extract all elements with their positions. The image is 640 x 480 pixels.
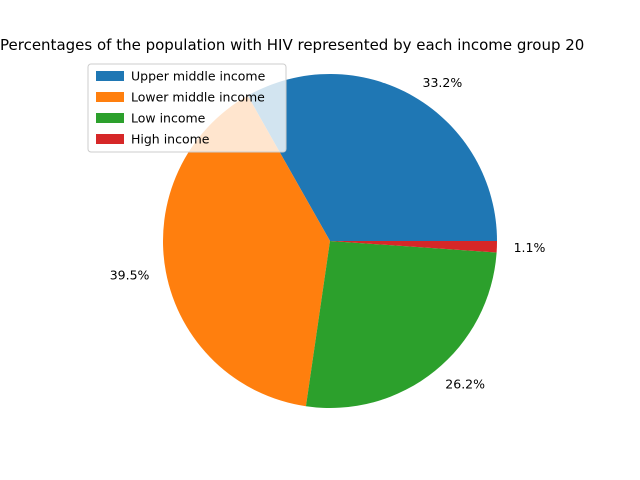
legend-label-high-income: High income xyxy=(131,132,210,147)
legend-entries: Upper middle income Lower middle income Lo… xyxy=(96,69,266,147)
pie-slice-low-income xyxy=(305,241,497,409)
legend-swatch-low-income xyxy=(96,113,124,123)
pie-label-high-income: 1.1% xyxy=(514,240,546,255)
legend-frame xyxy=(87,63,287,153)
legend-swatch-upper-middle-income xyxy=(96,71,124,81)
pie-slice-lower-middle-income xyxy=(162,95,330,407)
pie-percent-labels: 33.2% 39.5% 26.2% 1.1% xyxy=(110,75,546,392)
pie-slices xyxy=(162,73,497,409)
chart-title: Percentages of the population with HIV r… xyxy=(0,36,584,54)
legend-label-upper-middle-income: Upper middle income xyxy=(131,69,266,84)
pie-label-upper-middle-income: 33.2% xyxy=(423,75,463,90)
legend-label-low-income: Low income xyxy=(131,111,206,126)
legend-label-lower-middle-income: Lower middle income xyxy=(131,90,265,105)
legend-swatch-high-income xyxy=(96,134,124,144)
pie-label-lower-middle-income: 39.5% xyxy=(110,267,150,282)
pie-slice-high-income xyxy=(330,241,497,253)
pie-label-low-income: 26.2% xyxy=(445,377,485,392)
pie-slice-upper-middle-income xyxy=(247,73,497,241)
legend-swatch-lower-middle-income xyxy=(96,92,124,102)
legend: Upper middle income Lower middle income Lo… xyxy=(87,63,287,153)
